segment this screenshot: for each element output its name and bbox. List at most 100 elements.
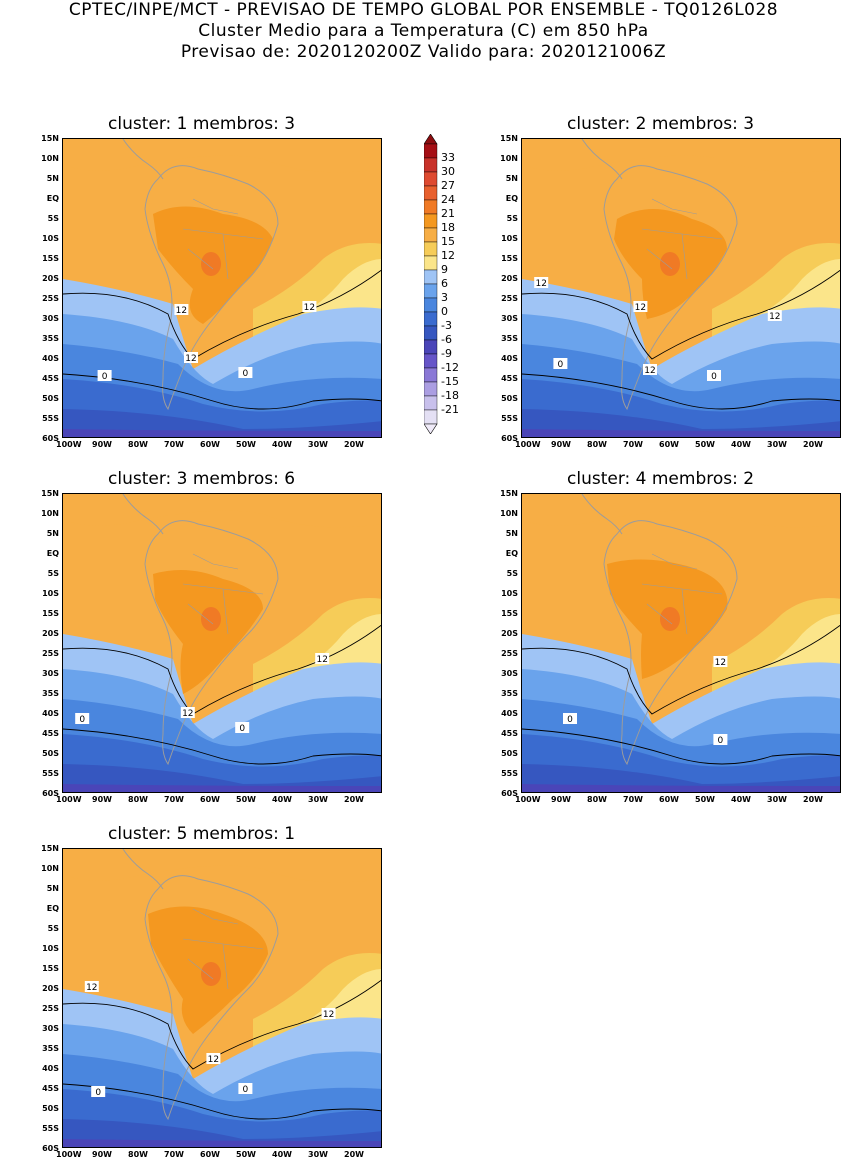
contour-label-bg bbox=[184, 352, 198, 363]
lon-tick-label: 100W bbox=[56, 795, 82, 804]
contour-label: 0 bbox=[243, 1085, 249, 1095]
lat-tick-label: 55S bbox=[501, 414, 518, 423]
field-18-21 bbox=[153, 570, 263, 694]
lat-tick-label: 15N bbox=[41, 489, 59, 498]
lat-tick-label: 30S bbox=[501, 314, 518, 323]
cluster-title: cluster: 2 membros: 3 bbox=[567, 114, 755, 134]
lat-tick-label: 5S bbox=[47, 924, 59, 933]
lat-tick-label: 10N bbox=[41, 154, 59, 163]
lon-tick-label: 30W bbox=[308, 795, 328, 804]
colorbar-level-label: 3 bbox=[441, 291, 448, 304]
lat-tick-label: 5N bbox=[46, 529, 59, 538]
contour-label-bg bbox=[563, 713, 577, 724]
lon-tick-label: 60W bbox=[200, 440, 220, 449]
colorbar-level-label: -3 bbox=[441, 319, 452, 332]
lat-tick-label: 15S bbox=[42, 254, 59, 263]
land-outline-south-america bbox=[144, 875, 279, 1121]
land-outline-central-america bbox=[581, 494, 623, 535]
lon-tick-label: 90W bbox=[551, 795, 571, 804]
colorbar-swatches bbox=[424, 134, 438, 434]
lon-tick-label: 100W bbox=[515, 440, 541, 449]
contour-line-0 bbox=[522, 728, 840, 765]
lon-tick-label: 70W bbox=[164, 440, 184, 449]
colorbar-swatch bbox=[424, 297, 438, 313]
contour-label: 0 bbox=[711, 372, 717, 382]
colorbar-swatch bbox=[424, 143, 438, 159]
cluster-title: cluster: 4 membros: 2 bbox=[567, 469, 755, 489]
lat-tick-label: EQ bbox=[505, 549, 518, 558]
colorbar-swatch bbox=[424, 325, 438, 341]
contour-label-bg bbox=[91, 1086, 106, 1097]
lon-tick-label: 70W bbox=[623, 440, 643, 449]
lat-tick-label: 5N bbox=[46, 174, 59, 183]
lat-tick-label: 25S bbox=[501, 294, 518, 303]
colorbar-level-label: -18 bbox=[441, 389, 459, 402]
lat-tick-label: EQ bbox=[505, 194, 518, 203]
lat-tick-label: EQ bbox=[46, 549, 59, 558]
header-line-3: Previsao de: 2020120200Z Valido para: 20… bbox=[180, 42, 667, 62]
colorbar-level-label: 21 bbox=[441, 207, 455, 220]
lat-tick-label: 10S bbox=[501, 589, 518, 598]
lon-tick-label: 30W bbox=[308, 440, 328, 449]
lat-tick-label: 15S bbox=[501, 254, 518, 263]
colorbar-swatch bbox=[424, 185, 438, 201]
lat-tick-label: 60S bbox=[501, 789, 518, 798]
lat-tick-label: 10N bbox=[41, 509, 59, 518]
contour-label-bg bbox=[633, 301, 648, 312]
lat-tick-label: EQ bbox=[46, 194, 59, 203]
contour-label: 0 bbox=[95, 1088, 101, 1098]
lon-tick-label: 90W bbox=[92, 1150, 112, 1159]
lat-tick-label: 5N bbox=[46, 884, 59, 893]
colorbar-swatch bbox=[424, 227, 438, 243]
country-borders bbox=[641, 553, 723, 635]
land-outline-south-america bbox=[603, 520, 738, 766]
lat-tick-label: 10N bbox=[500, 154, 518, 163]
contour-label-bg bbox=[235, 722, 250, 733]
contour-label: 0 bbox=[567, 715, 573, 725]
contour-label: 0 bbox=[718, 736, 724, 746]
field-21-24 bbox=[201, 607, 221, 631]
lat-tick-label: 25S bbox=[42, 1004, 59, 1013]
colorbar-level-label: 12 bbox=[441, 249, 455, 262]
lat-tick-label: 5S bbox=[47, 569, 59, 578]
field-21-24 bbox=[660, 252, 680, 276]
lat-tick-label: 45S bbox=[42, 729, 59, 738]
field-minus9 bbox=[63, 784, 381, 792]
lat-tick-label: 10N bbox=[500, 509, 518, 518]
country-borders bbox=[182, 908, 264, 990]
field-minus9 bbox=[63, 1139, 381, 1147]
lat-tick-label: 60S bbox=[42, 434, 59, 443]
lat-tick-label: 45S bbox=[501, 729, 518, 738]
lat-tick-label: 35S bbox=[42, 334, 59, 343]
lat-tick-label: 40S bbox=[501, 354, 518, 363]
colorbar-level-label: 9 bbox=[441, 263, 448, 276]
lon-tick-label: 70W bbox=[164, 795, 184, 804]
lon-tick-label: 60W bbox=[200, 795, 220, 804]
land-outline-south-america bbox=[603, 165, 738, 411]
lat-tick-label: 50S bbox=[501, 749, 518, 758]
lon-tick-label: 90W bbox=[551, 440, 571, 449]
lon-tick-label: 20W bbox=[344, 440, 364, 449]
contour-line-0 bbox=[63, 728, 381, 765]
lon-tick-label: 80W bbox=[128, 440, 148, 449]
lon-tick-label: 100W bbox=[56, 440, 82, 449]
country-borders bbox=[641, 198, 723, 280]
colorbar-level-label: 18 bbox=[441, 221, 455, 234]
lon-tick-label: 100W bbox=[515, 795, 541, 804]
country-borders bbox=[182, 198, 264, 280]
lat-tick-label: 20S bbox=[42, 629, 59, 638]
lat-tick-label: 15S bbox=[42, 609, 59, 618]
lon-tick-label: 50W bbox=[695, 440, 715, 449]
colorbar-swatch bbox=[424, 353, 438, 369]
field-north bbox=[522, 494, 840, 528]
lon-tick-label: 70W bbox=[164, 1150, 184, 1159]
contour-label-bg bbox=[180, 707, 195, 718]
field-minus9 bbox=[522, 429, 840, 437]
colorbar-level-label: 15 bbox=[441, 235, 455, 248]
lat-tick-label: 30S bbox=[42, 1024, 59, 1033]
colorbar-swatch bbox=[424, 409, 438, 425]
lat-tick-label: 10S bbox=[42, 589, 59, 598]
lat-tick-label: 35S bbox=[501, 334, 518, 343]
field-minus6 bbox=[522, 764, 840, 792]
lon-tick-label: 50W bbox=[236, 795, 256, 804]
